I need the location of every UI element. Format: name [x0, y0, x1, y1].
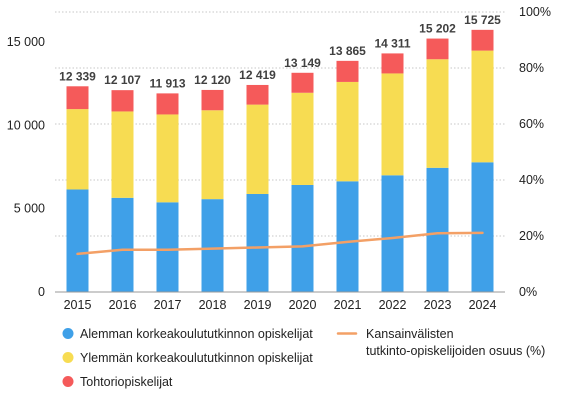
total-label-2017: 11 913: [149, 76, 185, 90]
bar-segment-1-2022: [381, 73, 404, 176]
left-tick-label: 15 000: [7, 35, 45, 49]
left-tick-label: 5 000: [14, 202, 45, 216]
bar-segment-2-2019: [246, 84, 269, 105]
bar-segment-0-2019: [246, 193, 269, 292]
total-label-2022: 14 311: [374, 36, 410, 50]
x-tick-label-2018: 2018: [199, 298, 227, 312]
bar-segment-1-2017: [156, 114, 179, 203]
bar-segment-0-2023: [426, 167, 449, 292]
bar-segment-2-2023: [426, 38, 449, 60]
x-tick-label-2017: 2017: [154, 298, 182, 312]
legend-label-osuus: Kansainvälisten tutkinto-opiskelijoiden o…: [366, 327, 545, 358]
bar-segment-0-2017: [156, 202, 179, 292]
total-label-2019: 12 419: [239, 68, 276, 82]
total-label-2023: 15 202: [419, 22, 456, 36]
share-line: [76, 231, 484, 256]
bar-segment-1-2023: [426, 59, 449, 168]
bar-segment-0-2022: [381, 175, 404, 292]
x-tick-label-2019: 2019: [244, 298, 272, 312]
bar-segment-1-2021: [336, 81, 359, 182]
bar-segment-0-2015: [66, 189, 89, 292]
bar-segment-0-2021: [336, 181, 359, 292]
legend-swatch-tohtori: [62, 376, 74, 387]
right-tick-label: 40%: [519, 173, 544, 187]
bar-segment-0-2018: [201, 199, 224, 292]
right-tick-label: 80%: [519, 61, 544, 75]
right-tick-label: 60%: [519, 117, 544, 131]
bars: [66, 29, 494, 292]
bar-segment-0-2016: [111, 197, 134, 292]
legend-swatch-alempi: [62, 328, 74, 339]
x-tick-label-2023: 2023: [424, 298, 452, 312]
right-tick-label: 20%: [519, 229, 544, 243]
right-axis: 0% 20% 40% 60% 80% 100%: [519, 5, 551, 299]
x-tick-label-2016: 2016: [109, 298, 137, 312]
x-tick-label-2020: 2020: [289, 298, 317, 312]
legend-label-tohtori: Tohtoriopiskelijat: [80, 375, 173, 389]
bar-segment-1-2019: [246, 104, 269, 194]
bar-segment-0-2020: [291, 184, 314, 292]
bar-segment-1-2020: [291, 92, 314, 185]
x-tick-label-2022: 2022: [379, 298, 407, 312]
bar-segment-1-2024: [471, 50, 494, 163]
legend-item-ylempi: Ylemmän korkeakoulututkinnon opiskelijat: [62, 351, 313, 365]
total-label-2024: 15 725: [464, 13, 501, 27]
left-axis: 0 5 000 10 000 15 000: [7, 35, 45, 299]
share-line-path: [76, 231, 484, 256]
total-label-2020: 13 149: [284, 56, 321, 70]
x-tick-label-2024: 2024: [469, 298, 497, 312]
bar-segment-2-2015: [66, 86, 89, 110]
x-tick-label-2021: 2021: [334, 298, 362, 312]
bar-segment-0-2024: [471, 162, 494, 292]
left-tick-label: 0: [38, 285, 45, 299]
legend-swatch-ylempi: [62, 352, 74, 363]
legend: Alemman korkeakoulututkinnon opiskelijat…: [62, 327, 545, 389]
total-label-2016: 12 107: [104, 73, 141, 87]
total-label-2018: 12 120: [194, 73, 231, 87]
bar-segment-2-2024: [471, 29, 494, 51]
total-label-2015: 12 339: [59, 69, 96, 83]
bar-segment-1-2016: [111, 111, 134, 198]
legend-item-alempi: Alemman korkeakoulututkinnon opiskelijat: [62, 327, 313, 341]
bar-segment-1-2015: [66, 109, 89, 190]
total-label-2021: 13 865: [329, 44, 366, 58]
bar-segment-2-2016: [111, 90, 134, 112]
right-tick-label: 100%: [519, 5, 551, 19]
bar-segment-2-2022: [381, 53, 404, 74]
bar-segment-2-2021: [336, 60, 359, 82]
bar-segment-1-2018: [201, 110, 224, 200]
legend-label-alempi: Alemman korkeakoulututkinnon opiskelijat: [80, 327, 313, 341]
legend-label-ylempi: Ylemmän korkeakoulututkinnon opiskelijat: [80, 351, 313, 365]
legend-item-osuus: Kansainvälisten tutkinto-opiskelijoiden o…: [336, 327, 545, 358]
bar-segment-2-2017: [156, 93, 179, 115]
bar-segment-2-2018: [201, 89, 224, 111]
left-tick-label: 10 000: [7, 118, 45, 132]
legend-item-tohtori: Tohtoriopiskelijat: [62, 375, 173, 389]
bar-segment-2-2020: [291, 72, 314, 93]
x-axis: 2015 2016 2017 2018 2019 2020 2021 2022 2023 2024: [55, 291, 505, 312]
right-tick-label: 0%: [519, 285, 537, 299]
x-tick-label-2015: 2015: [64, 298, 92, 312]
total-labels: 12 339 12 107 11 913 12 120 12 419 13 149 13 8…: [59, 13, 501, 91]
